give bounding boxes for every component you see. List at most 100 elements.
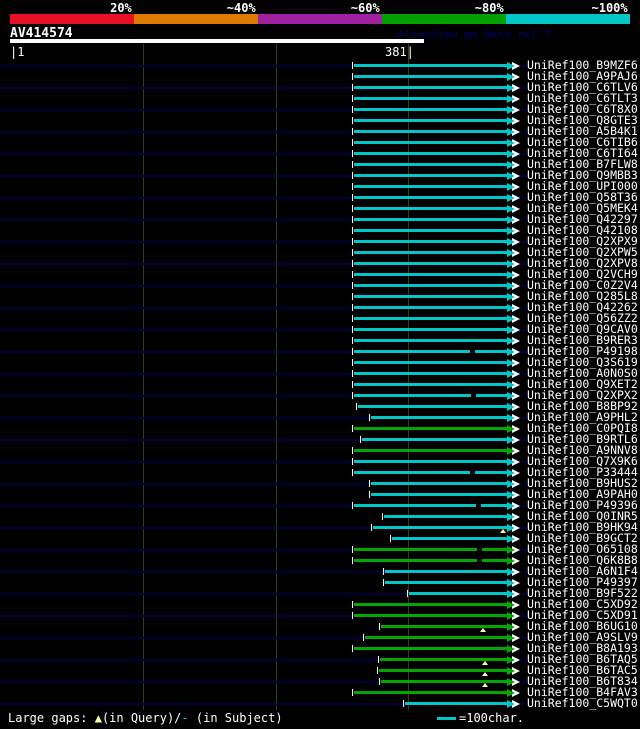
alignment-bar[interactable] (371, 493, 508, 496)
subject-label[interactable]: UniRef100_Q2XPW5 (527, 245, 638, 259)
alignment-bar[interactable] (354, 559, 508, 562)
alignment-bar[interactable] (358, 405, 508, 408)
subject-label[interactable]: UniRef100_O65108 (527, 542, 638, 556)
subject-label[interactable]: UniRef100_B6TAC5 (527, 663, 638, 677)
subject-label[interactable]: UniRef100_Q42108 (527, 223, 638, 237)
subject-label[interactable]: UniRef100_Q2XPX9 (527, 234, 638, 248)
subject-label[interactable]: UniRef100_A0N0S0 (527, 366, 638, 380)
alignment-bar[interactable] (354, 119, 508, 122)
subject-label[interactable]: UniRef100_Q3S619 (527, 355, 638, 369)
alignment-bar[interactable] (354, 361, 508, 364)
alignment-bar[interactable] (354, 614, 508, 617)
subject-label[interactable]: UniRef100_B6UG10 (527, 619, 638, 633)
subject-label[interactable]: UniRef100_A9SLV9 (527, 630, 638, 644)
subject-label[interactable]: UniRef100_C0PQI8 (527, 421, 638, 435)
alignment-bar[interactable] (354, 328, 508, 331)
subject-label[interactable]: UniRef100_Q8GTE3 (527, 113, 638, 127)
subject-label[interactable]: UniRef100_Q2VCH9 (527, 267, 638, 281)
alignment-bar[interactable] (354, 130, 508, 133)
alignment-bar[interactable] (354, 427, 508, 430)
alignment-bar[interactable] (354, 350, 508, 353)
subject-label[interactable]: UniRef100_B9HUS2 (527, 476, 638, 490)
subject-label[interactable]: UniRef100_C6TIB6 (527, 135, 638, 149)
subject-label[interactable]: UniRef100_C5XD92 (527, 597, 638, 611)
alignment-bar[interactable] (354, 163, 508, 166)
subject-label[interactable]: UniRef100_A5B4K1 (527, 124, 638, 138)
subject-label[interactable]: UniRef100_C5XD91 (527, 608, 638, 622)
alignment-bar[interactable] (354, 691, 508, 694)
alignment-bar[interactable] (409, 592, 508, 595)
alignment-bar[interactable] (362, 438, 508, 441)
subject-label[interactable]: UniRef100_B8A193 (527, 641, 638, 655)
alignment-bar[interactable] (365, 636, 508, 639)
alignment-bar[interactable] (381, 625, 508, 628)
subject-label[interactable]: UniRef100_A9PHL2 (527, 410, 638, 424)
alignment-bar[interactable] (354, 262, 508, 265)
alignment-bar[interactable] (385, 581, 508, 584)
alignment-bar[interactable] (354, 306, 508, 309)
subject-label[interactable]: UniRef100_Q42262 (527, 300, 638, 314)
subject-label[interactable]: UniRef100_Q9CAV0 (527, 322, 638, 336)
subject-label[interactable]: UniRef100_B4FAV3 (527, 685, 638, 699)
alignment-bar[interactable] (354, 471, 508, 474)
subject-label[interactable]: UniRef100_C6T8X0 (527, 102, 638, 116)
alignment-bar[interactable] (354, 548, 508, 551)
subject-label[interactable]: UniRef100_Q9XET2 (527, 377, 638, 391)
alignment-bar[interactable] (384, 515, 508, 518)
alignment-bar[interactable] (354, 460, 508, 463)
subject-label[interactable]: UniRef100_Q2XPV8 (527, 256, 638, 270)
alignment-bar[interactable] (354, 317, 508, 320)
subject-label[interactable]: UniRef100_Q58T36 (527, 190, 638, 204)
alignment-bar[interactable] (371, 416, 508, 419)
alignment-bar[interactable] (354, 603, 508, 606)
alignment-bar[interactable] (354, 97, 508, 100)
subject-label[interactable]: UniRef100_Q42297 (527, 212, 638, 226)
subject-label[interactable]: UniRef100_B9MZF6 (527, 58, 638, 72)
alignment-bar[interactable] (380, 658, 508, 661)
alignment-bar[interactable] (354, 75, 508, 78)
subject-label[interactable]: UniRef100_C0Z2V4 (527, 278, 638, 292)
alignment-bar[interactable] (373, 526, 508, 529)
subject-label[interactable]: UniRef100_C6TI64 (527, 146, 638, 160)
alignment-bar[interactable] (354, 251, 508, 254)
alignment-bar[interactable] (354, 240, 508, 243)
alignment-bar[interactable] (379, 669, 508, 672)
alignment-bar[interactable] (405, 702, 508, 705)
subject-label[interactable]: UniRef100_P49198 (527, 344, 638, 358)
alignment-bar[interactable] (354, 86, 508, 89)
subject-label[interactable]: UniRef100_Q6K8B8 (527, 553, 638, 567)
subject-label[interactable]: UniRef100_A9NNV8 (527, 443, 638, 457)
subject-label[interactable]: UniRef100_C6TLT3 (527, 91, 638, 105)
subject-label[interactable]: UniRef100_UPI000.. (527, 179, 640, 193)
alignment-bar[interactable] (354, 196, 508, 199)
subject-label[interactable]: UniRef100_B9HK94 (527, 520, 638, 534)
subject-label[interactable]: UniRef100_P49397 (527, 575, 638, 589)
subject-label[interactable]: UniRef100_B9RER3 (527, 333, 638, 347)
alignment-bar[interactable] (354, 185, 508, 188)
alignment-bar[interactable] (354, 152, 508, 155)
alignment-bar[interactable] (354, 394, 508, 397)
alignment-bar[interactable] (381, 680, 508, 683)
subject-label[interactable]: UniRef100_C6TLV6 (527, 80, 638, 94)
subject-label[interactable]: UniRef100_A9PAJ6 (527, 69, 638, 83)
subject-label[interactable]: UniRef100_A9PAH0 (527, 487, 638, 501)
alignment-bar[interactable] (354, 295, 508, 298)
subject-label[interactable]: UniRef100_Q7X9K6 (527, 454, 638, 468)
subject-label[interactable]: UniRef100_B9F522 (527, 586, 638, 600)
alignment-bar[interactable] (354, 504, 508, 507)
subject-label[interactable]: UniRef100_Q56ZZ2 (527, 311, 638, 325)
alignment-bar[interactable] (354, 174, 508, 177)
alignment-bar[interactable] (354, 647, 508, 650)
subject-label[interactable]: UniRef100_B9RTL6 (527, 432, 638, 446)
alignment-bar[interactable] (354, 218, 508, 221)
subject-label[interactable]: UniRef100_Q0INR5 (527, 509, 638, 523)
alignment-bar[interactable] (354, 141, 508, 144)
subject-label[interactable]: UniRef100_B8BP92 (527, 399, 638, 413)
alignment-bar[interactable] (385, 570, 508, 573)
alignment-bar[interactable] (354, 383, 508, 386)
alignment-bar[interactable] (354, 64, 508, 67)
alignment-bar[interactable] (354, 108, 508, 111)
alignment-bar[interactable] (354, 273, 508, 276)
alignment-bar[interactable] (354, 372, 508, 375)
subject-label[interactable]: UniRef100_Q5MEK4 (527, 201, 638, 215)
